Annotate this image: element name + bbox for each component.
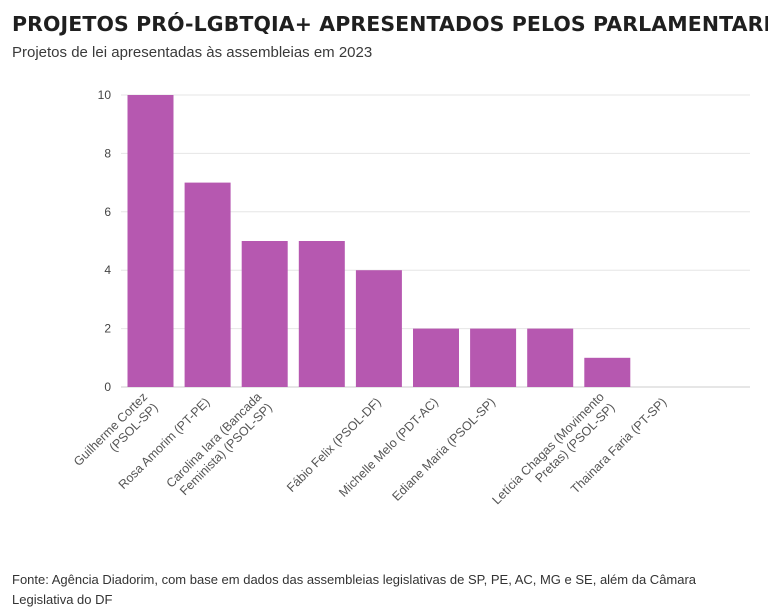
- svg-text:Michelle Melo (PDT-AC): Michelle Melo (PDT-AC): [336, 395, 441, 500]
- x-tick-label: Michelle Melo (PDT-AC): [336, 395, 441, 500]
- x-axis-ticks: Guilherme Cortez(PSOL-SP)Rosa Amorim (PT…: [71, 390, 669, 518]
- chart-title: PROJETOS PRÓ-LGBTQIA+ APRESENTADOS PELOS…: [12, 12, 768, 36]
- bar: [298, 241, 345, 387]
- y-tick-label: 4: [104, 263, 111, 277]
- bars: [127, 95, 631, 387]
- source-note: Fonte: Agência Diadorim, com base em dad…: [12, 572, 697, 607]
- x-tick-label: Carolina Iara (BancadaFeminista) (PSOL-S…: [164, 390, 275, 501]
- bar: [184, 182, 231, 387]
- y-tick-label: 8: [104, 146, 111, 160]
- svg-text:Ediane Maria (PSOL-SP): Ediane Maria (PSOL-SP): [389, 395, 498, 504]
- svg-text:Letícia Chagas (MovimentoPreta: Letícia Chagas (MovimentoPretas) (PSOL-S…: [489, 390, 617, 518]
- y-axis-ticks: 0 2 4 6 8 10: [98, 88, 112, 394]
- bar: [527, 328, 574, 387]
- y-tick-label: 2: [104, 322, 111, 336]
- bar: [413, 328, 459, 387]
- y-tick-label: 0: [104, 380, 111, 394]
- x-tick-label: Letícia Chagas (MovimentoPretas) (PSOL-S…: [489, 390, 617, 518]
- x-tick-label: Fábio Felix (PSOL-DF): [284, 395, 384, 495]
- bar: [241, 241, 288, 387]
- bar-chart: 0 2 4 6 8 10 Guilherme Cortez(PSOL-SP)Rosa Am…: [71, 88, 750, 518]
- svg-text:Fábio Felix (PSOL-DF): Fábio Felix (PSOL-DF): [284, 395, 384, 495]
- bar: [470, 328, 517, 387]
- y-tick-label: 6: [104, 205, 111, 219]
- x-tick-label: Ediane Maria (PSOL-SP): [389, 395, 498, 504]
- chart-subtitle: Projetos de lei apresentadas às assemble…: [12, 44, 373, 61]
- bar: [355, 270, 402, 387]
- bar: [127, 95, 174, 387]
- bar: [584, 357, 631, 387]
- y-tick-label: 10: [98, 88, 112, 102]
- svg-text:Carolina Iara (BancadaFeminist: Carolina Iara (BancadaFeminista) (PSOL-S…: [164, 390, 275, 501]
